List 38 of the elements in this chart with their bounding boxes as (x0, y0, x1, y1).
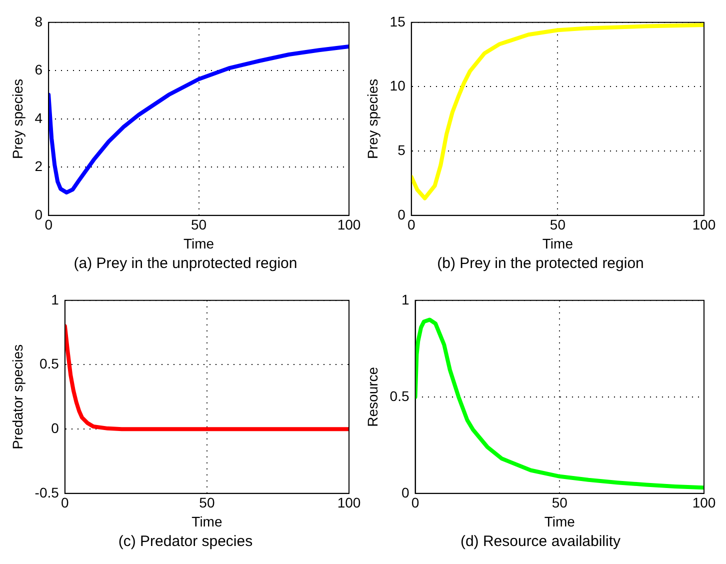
y-tick-label: 1 (401, 291, 410, 308)
y-tick-label: 8 (34, 13, 43, 30)
x-axis-title: Time (183, 235, 214, 252)
y-axis-title: Resource (364, 366, 380, 427)
y-tick-label: 1 (51, 291, 60, 308)
y-axis-title: Prey species (364, 78, 380, 159)
text: (d) Resource availability (459, 533, 622, 550)
x-tick-label: 50 (199, 494, 215, 511)
x-tick-label: 50 (552, 494, 568, 511)
text: (b) Prey in the protected region (436, 255, 645, 272)
x-axis-title: Time (544, 513, 576, 530)
x-tick-label: 100 (337, 494, 361, 511)
y-tick-label: 2 (34, 158, 43, 174)
y-tick-label: 0 (34, 206, 43, 222)
x-tick-label: 0 (61, 494, 70, 511)
y-tick-label: 4 (34, 110, 43, 126)
y-tick-label: 5 (398, 142, 406, 158)
x-tick-label: 50 (550, 216, 566, 233)
text: (c) Predator species (117, 533, 254, 550)
y-axis-title: Prey species (9, 78, 26, 159)
x-tick-label: 100 (692, 494, 716, 511)
x-tick-label: 50 (191, 216, 207, 233)
y-axis-title: Predator species (9, 344, 26, 450)
y-tick-label: 0 (51, 420, 60, 436)
y-tick-label: 10 (390, 78, 406, 94)
y-tick-label: 0.5 (390, 388, 410, 404)
y-tick-label: 6 (34, 62, 43, 78)
text: (a) Prey in the unprotected region (72, 255, 298, 272)
x-tick-label: 100 (692, 216, 716, 233)
y-tick-label: 0 (401, 484, 410, 500)
y-tick-label: -0.5 (34, 484, 60, 500)
y-tick-label: 0 (398, 206, 406, 222)
x-axis-title: Time (192, 513, 222, 530)
y-tick-label: 0.5 (39, 356, 60, 372)
x-axis-title: Time (542, 235, 574, 252)
x-tick-label: 0 (411, 494, 420, 511)
y-tick-label: 15 (390, 13, 406, 30)
x-tick-label: 100 (337, 216, 361, 233)
